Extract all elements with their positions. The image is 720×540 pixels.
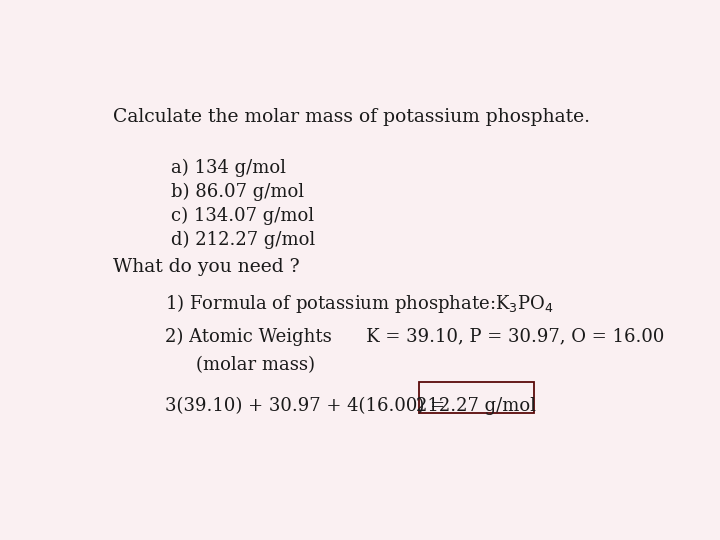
Text: a) 134 g/mol: a) 134 g/mol [171,158,286,177]
FancyBboxPatch shape [419,382,534,413]
Text: Calculate the molar mass of potassium phosphate.: Calculate the molar mass of potassium ph… [114,109,590,126]
Text: 212.27 g/mol: 212.27 g/mol [416,397,536,415]
Text: 3(39.10) + 30.97 + 4(16.00) =: 3(39.10) + 30.97 + 4(16.00) = [166,397,446,415]
Text: 1) Formula of potassium phosphate:K$_3$PO$_4$: 1) Formula of potassium phosphate:K$_3$P… [166,292,554,315]
Text: d) 212.27 g/mol: d) 212.27 g/mol [171,231,315,249]
Text: What do you need ?: What do you need ? [114,258,300,276]
Text: 2) Atomic Weights      K = 39.10, P = 30.97, O = 16.00: 2) Atomic Weights K = 39.10, P = 30.97, … [166,328,665,346]
Text: (molar mass): (molar mass) [196,356,315,374]
Text: c) 134.07 g/mol: c) 134.07 g/mol [171,207,314,225]
Text: b) 86.07 g/mol: b) 86.07 g/mol [171,183,304,201]
